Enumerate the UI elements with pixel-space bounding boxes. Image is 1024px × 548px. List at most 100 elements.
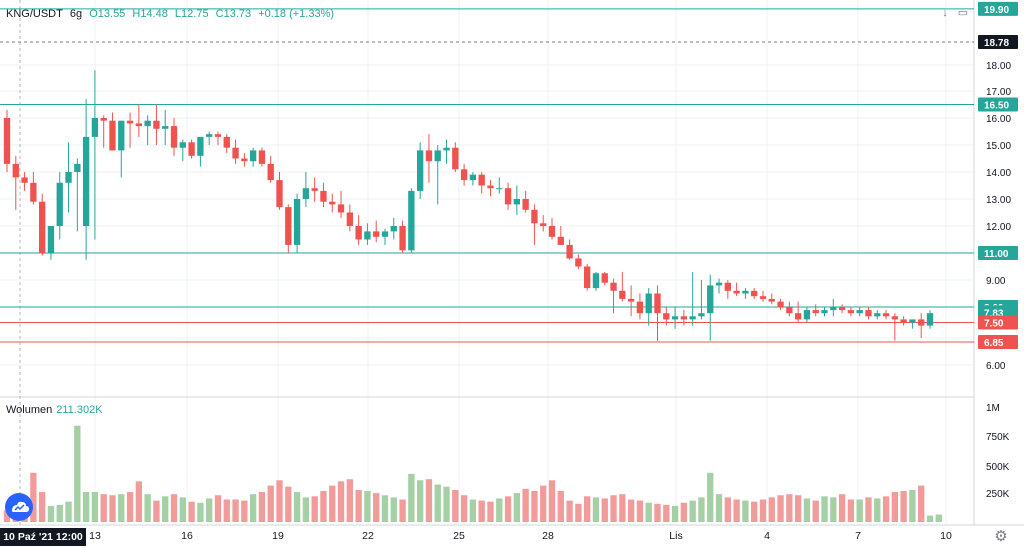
price-label-box [978, 1, 1018, 16]
volume-bar [689, 500, 696, 522]
volume-bar [214, 495, 222, 522]
symbol-name[interactable]: KNG/USDT [6, 8, 63, 20]
price-label-box [978, 34, 1018, 49]
candle-body [311, 188, 318, 191]
down-arrow-icon[interactable]: ↓ [942, 7, 948, 19]
volume-bar [179, 497, 186, 522]
candle-body [891, 316, 899, 320]
volume-bar [109, 495, 116, 522]
volume-bar [636, 500, 644, 522]
price-tick-label: 13.00 [986, 195, 1011, 206]
candle-body [21, 177, 28, 183]
price-tick-label: 18.00 [986, 61, 1011, 72]
volume-bar [865, 497, 872, 522]
time-tick-label: 7 [855, 530, 861, 542]
candle-body [575, 258, 582, 267]
volume-bar [548, 480, 556, 522]
volume-bar [443, 486, 450, 522]
candle-body [337, 204, 345, 213]
maximize-icon[interactable]: ▭ [957, 7, 969, 19]
volume-bar [654, 503, 661, 522]
candle-body [320, 190, 327, 202]
volume-bar [258, 492, 266, 522]
volume-bar [751, 501, 758, 522]
horizontal-levels [0, 8, 974, 343]
volume-bar [416, 480, 424, 522]
volume-bar [557, 490, 564, 522]
volume-bar [513, 493, 521, 522]
volume-bar [144, 494, 151, 522]
change-value: +0.18 (+1.33%) [258, 8, 335, 20]
candle-body [329, 201, 336, 205]
volume-bar [733, 499, 740, 522]
candle-body [513, 199, 521, 205]
candle-body [346, 212, 353, 226]
candle-body [504, 188, 512, 205]
volume-bar [821, 496, 828, 522]
candle-body [118, 120, 125, 151]
volume-bar [926, 515, 934, 522]
candle-body [3, 118, 11, 164]
candle-body [443, 147, 450, 151]
candle-body [188, 142, 195, 156]
volume-bar [223, 499, 230, 522]
candle-body [733, 290, 740, 294]
volume-bar [197, 502, 204, 522]
gear-icon[interactable]: ⚙ [994, 528, 1008, 545]
candle-body [584, 266, 591, 289]
candle-body [821, 310, 828, 314]
volume-bar [496, 498, 503, 522]
candle-body [724, 282, 731, 291]
volume-bar [707, 472, 714, 522]
candle-body [144, 120, 151, 127]
volume-bar [566, 500, 573, 522]
volume-bar [663, 504, 670, 522]
price-axis[interactable]: 18.0017.0016.0015.0014.0013.0012.009.008… [978, 1, 1018, 500]
volume-bar [619, 494, 626, 522]
volume-bar [364, 490, 371, 522]
volume-bar [390, 497, 397, 522]
candle-body [302, 188, 310, 199]
candle-body [742, 290, 749, 294]
candle-body [531, 209, 538, 224]
candle-body [214, 134, 222, 137]
time-tick-label: 25 [453, 530, 465, 542]
volume-bar [74, 425, 81, 522]
candle-body [162, 126, 169, 129]
volume-bar [601, 498, 608, 522]
volume-bar [434, 484, 441, 522]
time-tick-label: 22 [362, 530, 374, 542]
volume-bar [777, 495, 784, 522]
close-value: C13.73 [215, 8, 252, 20]
candle-body [619, 290, 626, 299]
volume-bar [118, 494, 125, 522]
interval-label[interactable]: 6g [69, 8, 83, 20]
candle-body [153, 120, 160, 129]
volume-legend: Wolumen 211.302K [6, 404, 103, 416]
volume-bar [65, 501, 72, 522]
candle-body [355, 226, 362, 240]
candle-body [715, 282, 723, 286]
candle-body [373, 231, 380, 237]
candle-body [636, 301, 644, 314]
volume-bar [478, 500, 485, 522]
volume-bar [311, 496, 318, 522]
close-icon[interactable] [972, 6, 986, 20]
price-label-text: 19.90 [984, 5, 1009, 16]
candle-body [900, 319, 907, 323]
volume-bar [680, 502, 688, 522]
candle-body [47, 226, 55, 253]
candle-body [381, 231, 389, 237]
volume-bar [882, 496, 890, 522]
candle-body [874, 313, 881, 317]
volume-bar [759, 499, 767, 522]
volume-bar [742, 500, 749, 522]
volume-bar [671, 505, 679, 522]
volume-bar [838, 494, 846, 522]
volume-bar [3, 510, 11, 522]
tradingview-logo-icon[interactable] [5, 493, 33, 521]
candle-body [645, 293, 652, 314]
time-axis[interactable]: 13 16 19 22 25 28 Lis 4 7 10 [89, 530, 952, 542]
candle-body [469, 174, 477, 181]
